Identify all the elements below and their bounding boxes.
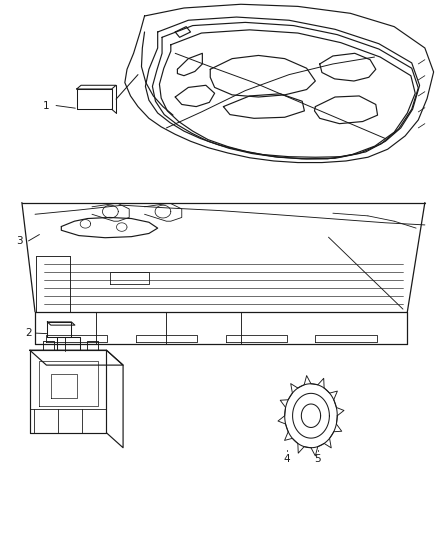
Text: 5: 5: [314, 455, 321, 464]
Text: 3: 3: [16, 236, 23, 246]
Text: 1: 1: [42, 101, 49, 110]
Text: 4: 4: [283, 455, 290, 464]
Text: 2: 2: [25, 328, 32, 338]
